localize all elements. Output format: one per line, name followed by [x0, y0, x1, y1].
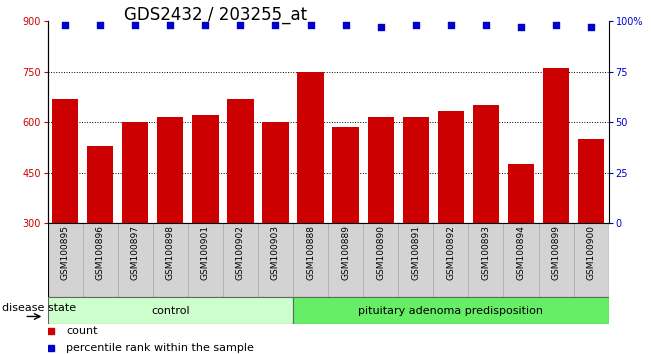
Text: GSM100898: GSM100898 — [166, 225, 174, 280]
Text: GSM100895: GSM100895 — [61, 225, 70, 280]
Bar — [578, 139, 604, 223]
Bar — [262, 122, 288, 223]
Bar — [52, 98, 78, 223]
Bar — [118, 223, 153, 297]
Bar — [469, 223, 503, 297]
Bar — [258, 223, 293, 297]
Bar — [122, 122, 148, 223]
Bar — [48, 297, 293, 324]
Point — [446, 22, 456, 28]
Bar — [328, 223, 363, 297]
Bar — [298, 72, 324, 223]
Point — [305, 22, 316, 28]
Bar — [293, 223, 328, 297]
Point — [376, 24, 386, 30]
Bar — [538, 223, 574, 297]
Text: percentile rank within the sample: percentile rank within the sample — [66, 343, 254, 353]
Text: GSM100892: GSM100892 — [447, 225, 455, 280]
Point — [340, 22, 351, 28]
Bar — [153, 223, 188, 297]
Bar — [503, 223, 538, 297]
Point — [586, 24, 596, 30]
Text: GSM100891: GSM100891 — [411, 225, 421, 280]
Bar — [87, 146, 113, 223]
Text: GSM100897: GSM100897 — [131, 225, 140, 280]
Text: count: count — [66, 326, 98, 336]
Bar — [434, 223, 469, 297]
Text: GSM100890: GSM100890 — [376, 225, 385, 280]
Text: pituitary adenoma predisposition: pituitary adenoma predisposition — [358, 306, 544, 316]
Point — [270, 22, 281, 28]
Text: GSM100894: GSM100894 — [516, 225, 525, 280]
Text: GSM100901: GSM100901 — [201, 225, 210, 280]
Bar — [437, 112, 464, 223]
Bar — [508, 164, 534, 223]
Bar — [368, 117, 394, 223]
Bar — [363, 223, 398, 297]
Text: control: control — [151, 306, 189, 316]
Text: GSM100903: GSM100903 — [271, 225, 280, 280]
Text: GSM100902: GSM100902 — [236, 225, 245, 280]
Bar — [223, 223, 258, 297]
Bar — [48, 223, 83, 297]
Point — [516, 24, 526, 30]
Text: GSM100888: GSM100888 — [306, 225, 315, 280]
Text: GSM100900: GSM100900 — [587, 225, 596, 280]
Bar — [293, 297, 609, 324]
Bar — [227, 98, 254, 223]
Point — [551, 22, 561, 28]
Bar — [192, 115, 219, 223]
Point — [165, 22, 176, 28]
Bar — [402, 117, 429, 223]
Point — [95, 22, 105, 28]
Point — [130, 22, 141, 28]
Bar — [473, 105, 499, 223]
Bar — [333, 127, 359, 223]
Point — [411, 22, 421, 28]
Bar — [157, 117, 184, 223]
Text: GSM100893: GSM100893 — [482, 225, 490, 280]
Text: GSM100896: GSM100896 — [96, 225, 105, 280]
Point — [60, 22, 70, 28]
Point — [235, 22, 245, 28]
Point — [480, 22, 491, 28]
Bar — [188, 223, 223, 297]
Text: GSM100889: GSM100889 — [341, 225, 350, 280]
Bar — [83, 223, 118, 297]
Point — [200, 22, 210, 28]
Text: GSM100899: GSM100899 — [551, 225, 561, 280]
Text: GDS2432 / 203255_at: GDS2432 / 203255_at — [124, 6, 307, 24]
Text: disease state: disease state — [2, 303, 76, 313]
Bar — [398, 223, 434, 297]
Bar — [574, 223, 609, 297]
Bar — [543, 68, 569, 223]
